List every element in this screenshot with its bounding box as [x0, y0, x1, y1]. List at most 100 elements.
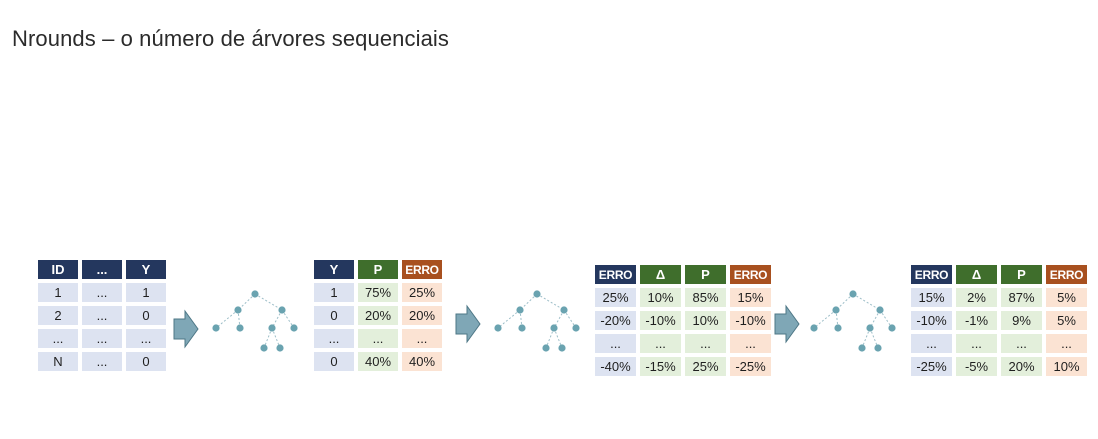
table-row: 15% 2% 87% 5% — [911, 288, 1087, 307]
table-cell: 75% — [358, 283, 398, 302]
table-row: 0 40% 40% — [314, 352, 442, 371]
table-cell: 15% — [911, 288, 952, 307]
table-cell: -40% — [595, 357, 636, 376]
column-header: ERRO — [911, 265, 952, 284]
table-cell: 10% — [685, 311, 726, 330]
column-header: P — [358, 260, 398, 279]
table-header-row: Y P ERRO — [314, 260, 442, 279]
column-header: P — [1001, 265, 1042, 284]
column-header: ERRO — [402, 260, 442, 279]
table-cell: -1% — [956, 311, 997, 330]
table-row: -10% -1% 9% 5% — [911, 311, 1087, 330]
table-cell: ... — [402, 329, 442, 348]
table-cell: ... — [126, 329, 166, 348]
table-row: ... ... ... — [314, 329, 442, 348]
column-header: ... — [82, 260, 122, 279]
table-cell: 87% — [1001, 288, 1042, 307]
table-cell: N — [38, 352, 78, 371]
data-table-input: ID ... Y 1 ... 1 2 ... 0 ... ... ... N .… — [34, 256, 170, 375]
table-row: 1 75% 25% — [314, 283, 442, 302]
table-cell: ... — [82, 283, 122, 302]
table-cell: 1 — [314, 283, 354, 302]
table-cell: ... — [82, 329, 122, 348]
table-cell: ... — [314, 329, 354, 348]
table-cell: 2% — [956, 288, 997, 307]
right-arrow-icon — [774, 304, 800, 344]
table-row: N ... 0 — [38, 352, 166, 371]
column-header: Δ — [640, 265, 681, 284]
column-header: Δ — [956, 265, 997, 284]
table-cell: 20% — [402, 306, 442, 325]
table-cell: ... — [358, 329, 398, 348]
table-cell: 10% — [640, 288, 681, 307]
decision-tree-icon — [494, 290, 580, 352]
decision-tree-icon — [810, 290, 896, 352]
table-cell: 10% — [1046, 357, 1087, 376]
data-table-round-2: ERRO Δ P ERRO 25% 10% 85% 15% -20% -10% … — [591, 261, 775, 380]
table-cell: 0 — [314, 352, 354, 371]
table-row: -25% -5% 20% 10% — [911, 357, 1087, 376]
table-cell: 85% — [685, 288, 726, 307]
page-title: Nrounds – o número de árvores sequenciai… — [12, 26, 450, 51]
table-row: ... ... ... ... — [595, 334, 771, 353]
column-header: P — [685, 265, 726, 284]
table-row: -20% -10% 10% -10% — [595, 311, 771, 330]
table-cell: 5% — [1046, 311, 1087, 330]
table-cell: ... — [82, 306, 122, 325]
right-arrow-icon — [173, 309, 199, 349]
table-header-row: ID ... Y — [38, 260, 166, 279]
table-header-row: ERRO Δ P ERRO — [911, 265, 1087, 284]
table-cell: 9% — [1001, 311, 1042, 330]
table-cell: 1 — [38, 283, 78, 302]
table-cell: -5% — [956, 357, 997, 376]
table-cell: ... — [1046, 334, 1087, 353]
data-table-round-3: ERRO Δ P ERRO 15% 2% 87% 5% -10% -1% 9% … — [907, 261, 1091, 380]
column-header: Y — [126, 260, 166, 279]
table-cell: -15% — [640, 357, 681, 376]
table-cell: 0 — [126, 306, 166, 325]
table-cell: 20% — [1001, 357, 1042, 376]
table-cell: 20% — [358, 306, 398, 325]
table-cell: 5% — [1046, 288, 1087, 307]
table-cell: ... — [911, 334, 952, 353]
data-table-round-1: Y P ERRO 1 75% 25% 0 20% 20% ... ... ...… — [310, 256, 446, 375]
table-cell: ... — [685, 334, 726, 353]
column-header: ERRO — [1046, 265, 1087, 284]
column-header: ERRO — [730, 265, 771, 284]
table-row: -40% -15% 25% -25% — [595, 357, 771, 376]
table-cell: 2 — [38, 306, 78, 325]
table-cell: 0 — [126, 352, 166, 371]
table-header-row: ERRO Δ P ERRO — [595, 265, 771, 284]
table-cell: 15% — [730, 288, 771, 307]
table-cell: 25% — [595, 288, 636, 307]
table-cell: -10% — [911, 311, 952, 330]
table-cell: ... — [1001, 334, 1042, 353]
table-cell: ... — [640, 334, 681, 353]
table-cell: ... — [82, 352, 122, 371]
table-cell: ... — [38, 329, 78, 348]
decision-tree-icon — [212, 290, 298, 352]
table-cell: 0 — [314, 306, 354, 325]
table-cell: 40% — [358, 352, 398, 371]
table-cell: 25% — [402, 283, 442, 302]
table-cell: -25% — [730, 357, 771, 376]
table-cell: -20% — [595, 311, 636, 330]
table-row: 0 20% 20% — [314, 306, 442, 325]
right-arrow-icon — [455, 304, 481, 344]
table-cell: ... — [730, 334, 771, 353]
table-cell: ... — [956, 334, 997, 353]
column-header: ERRO — [595, 265, 636, 284]
table-row: 2 ... 0 — [38, 306, 166, 325]
table-cell: 25% — [685, 357, 726, 376]
table-row: ... ... ... ... — [911, 334, 1087, 353]
table-cell: 40% — [402, 352, 442, 371]
table-cell: ... — [595, 334, 636, 353]
table-cell: -25% — [911, 357, 952, 376]
column-header: ID — [38, 260, 78, 279]
table-cell: -10% — [640, 311, 681, 330]
table-cell: -10% — [730, 311, 771, 330]
column-header: Y — [314, 260, 354, 279]
table-row: 1 ... 1 — [38, 283, 166, 302]
table-row: ... ... ... — [38, 329, 166, 348]
table-cell: 1 — [126, 283, 166, 302]
